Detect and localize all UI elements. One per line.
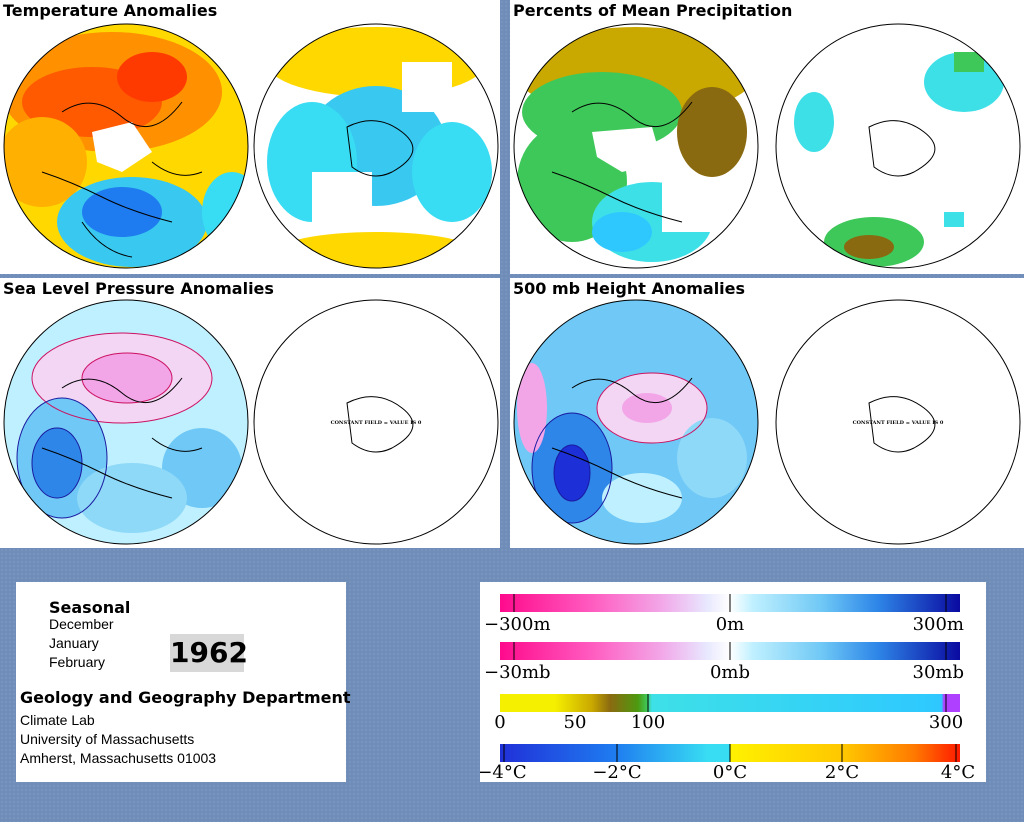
temperature-sh-globe <box>253 23 499 269</box>
university-name: University of Massachusetts <box>20 731 195 747</box>
legend-box: −300m 0m 300m −30mb 0mb 30mb 0 50 100 30… <box>477 582 986 783</box>
height-nh-globe <box>513 299 759 545</box>
pressure-sh-globe: CONSTANT FIELD = VALUE IS 0 <box>253 299 499 545</box>
height-scale-label-mid: 0m <box>716 614 745 635</box>
height-title: 500 mb Height Anomalies <box>510 278 749 299</box>
precip-scale-label-300: 300 <box>929 712 963 733</box>
pressure-scale-label-mid: 0mb <box>710 662 750 683</box>
pressure-scale-label-max: 30mb <box>913 662 965 683</box>
temperature-nh-globe <box>3 23 249 269</box>
temperature-scale-label-p2: 2°C <box>825 762 859 782</box>
year-badge: 1962 <box>170 634 248 672</box>
height-scale-label-min: −300m <box>484 614 551 635</box>
month-3: February <box>49 654 106 670</box>
legend-scales: −300m 0m 300m −30mb 0mb 30mb 0 50 100 30… <box>477 594 975 783</box>
info-box: Seasonal December January February 1962 … <box>16 582 351 782</box>
season-label: Seasonal <box>49 598 131 617</box>
temperature-panel: Temperature Anomalies <box>0 0 500 274</box>
pressure-nh-globe <box>3 299 249 545</box>
month-2: January <box>49 635 99 651</box>
height-sh-globe: CONSTANT FIELD = VALUE IS 0 <box>775 299 1021 545</box>
month-1: December <box>49 616 114 632</box>
precip-scale-label-100: 100 <box>631 712 665 733</box>
precip-scale-bar <box>500 694 960 712</box>
pressure-title: Sea Level Pressure Anomalies <box>0 278 277 299</box>
temperature-scale-label-m4: −4°C <box>480 762 527 782</box>
precip-scale-label-0: 0 <box>494 712 505 733</box>
pressure-constant-field-label: CONSTANT FIELD = VALUE IS 0 <box>331 420 422 426</box>
temperature-scale-label-m2: −2°C <box>592 762 641 782</box>
temperature-scale-label-0: 0°C <box>713 762 747 782</box>
precipitation-title: Percents of Mean Precipitation <box>510 0 796 21</box>
precipitation-panel: Percents of Mean Precipitation <box>510 0 1024 274</box>
precip-scale-label-50: 50 <box>564 712 587 733</box>
pressure-panel: CONSTANT FIELD = VALUE IS 0 Sea Level Pr… <box>0 278 500 548</box>
precipitation-nh-globe <box>513 23 759 269</box>
height-panel: CONSTANT FIELD = VALUE IS 0 500 mb Heigh… <box>510 278 1024 548</box>
temperature-scale-label-p4: 4°C <box>941 762 975 782</box>
precipitation-sh-globe <box>775 23 1021 269</box>
height-constant-field-label: CONSTANT FIELD = VALUE IS 0 <box>853 420 944 426</box>
pressure-scale-label-min: −30mb <box>484 662 551 683</box>
temperature-title: Temperature Anomalies <box>0 0 221 21</box>
address: Amherst, Massachusetts 01003 <box>20 750 217 766</box>
lab-name: Climate Lab <box>20 712 95 728</box>
height-scale-label-max: 300m <box>913 614 964 635</box>
department-name: Geology and Geography Department <box>20 688 351 707</box>
